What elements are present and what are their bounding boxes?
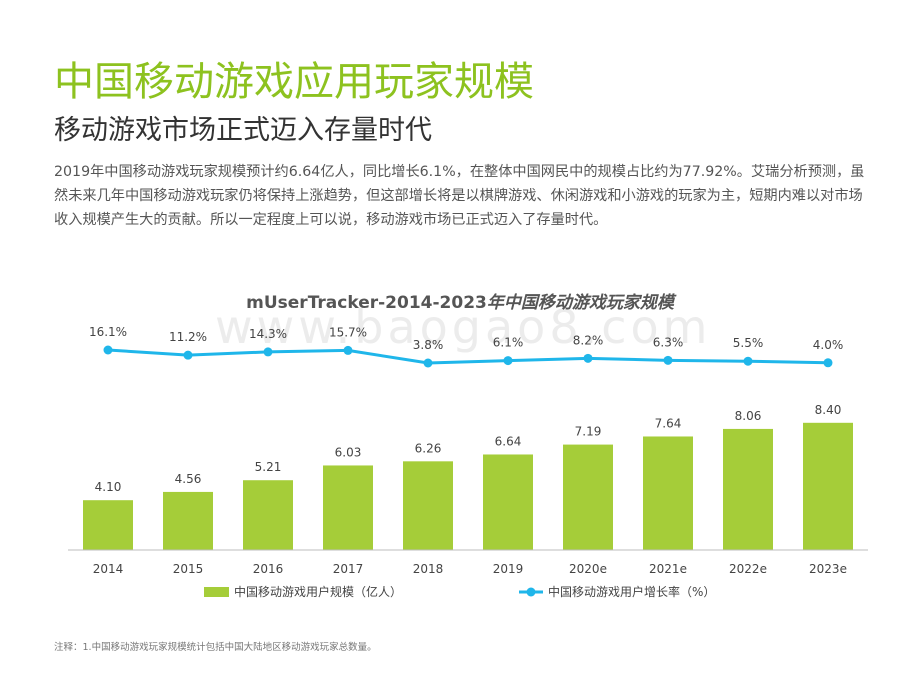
bar-value-label: 6.64 [495,434,522,448]
bar-2015 [163,491,213,550]
bar-value-label: 7.19 [575,425,602,439]
growth-value-label: 14.3% [249,327,287,341]
bar-2017 [323,465,373,550]
bar-2020e [563,444,613,550]
growth-point-2019 [503,356,513,366]
x-tick-label: 2014 [93,562,124,576]
x-tick-label: 2019 [493,562,524,576]
bar-2021e [643,436,693,550]
bar-value-label: 4.10 [95,480,122,494]
growth-point-2014 [103,345,113,355]
bar-value-label: 4.56 [175,472,202,486]
bar-value-label: 5.21 [255,460,282,474]
chart-title: mUserTracker-2014-2023年中国移动游戏玩家规模 [0,288,920,313]
legend-line-marker [526,587,536,597]
bar-2022e [723,428,773,550]
growth-point-2017 [343,345,353,355]
x-tick-label: 2021e [649,562,687,576]
growth-point-2020e [583,353,593,363]
growth-value-label: 16.1% [89,325,127,339]
bar-value-label: 7.64 [655,416,682,430]
x-tick-label: 2023e [809,562,847,576]
legend-bar-swatch [204,587,229,597]
x-tick-label: 2016 [253,562,284,576]
page-title: 中国移动游戏应用玩家规模 [54,59,534,105]
legend-bar-label: 中国移动游戏用户规模（亿人） [234,584,402,599]
growth-value-label: 8.2% [573,333,604,347]
growth-value-label: 5.5% [733,336,764,350]
page-subtitle: 移动游戏市场正式迈入存量时代 [54,115,432,146]
bar-value-label: 6.26 [415,441,442,455]
watermark: www.baogao8.com [215,300,712,354]
growth-value-label: 6.3% [653,335,684,349]
growth-value-label: 11.2% [169,330,207,344]
x-tick-label: 2018 [413,562,444,576]
growth-value-label: 4.0% [813,338,844,352]
growth-point-2015 [183,350,193,360]
x-tick-label: 2022e [729,562,767,576]
chart-title-prefix: mUserTracker-2014-2023 [246,293,487,313]
bar-value-label: 6.03 [335,445,362,459]
growth-value-label: 6.1% [493,336,524,350]
growth-point-2018 [423,358,433,368]
bar-2018 [403,461,453,550]
chart-title-suffix: 年中国移动游戏玩家规模 [486,293,674,313]
bar-value-label: 8.40 [815,403,842,417]
growth-line [107,348,829,365]
growth-point-2016 [263,347,273,357]
bar-2016 [243,480,293,550]
growth-value-label: 3.8% [413,338,444,352]
bar-value-label: 8.06 [735,409,762,423]
x-tick-label: 2017 [333,562,364,576]
x-tick-label: 2020e [569,562,607,576]
legend-line-label: 中国移动游戏用户增长率（%） [548,584,715,599]
bar-2014 [83,500,133,550]
growth-point-2021e [663,355,673,365]
x-tick-label: 2015 [173,562,204,576]
description-text: 2019年中国移动游戏玩家规模预计约6.64亿人，同比增长6.1%，在整体中国网… [54,164,865,228]
growth-point-2023e [823,358,833,368]
growth-value-label: 15.7% [329,325,367,339]
bar-2019 [483,454,533,550]
growth-point-2022e [743,356,753,366]
footnote: 注释：1.中国移动游戏玩家规模统计包括中国大陆地区移动游戏玩家总数量。 [54,642,377,653]
bar-2023e [803,422,853,550]
